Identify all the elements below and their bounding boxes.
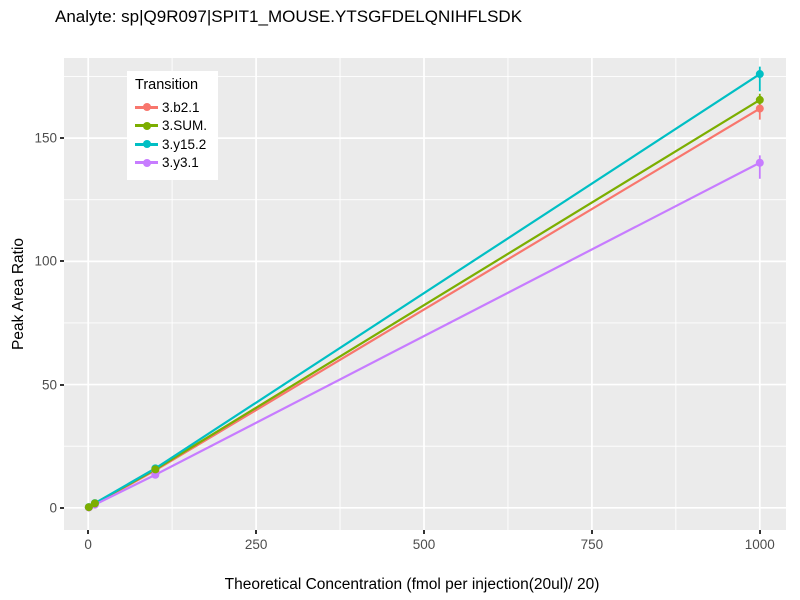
legend: Transition 3.b2.1 3.SUM. 3.y15.2 3.y3.1: [127, 71, 219, 180]
legend-item-3.SUM.: 3.SUM.: [135, 117, 207, 136]
legend-item-3.y3.1: 3.y3.1: [135, 154, 207, 173]
legend-key-icon: [135, 156, 158, 170]
legend-item-3.b2.1: 3.b2.1: [135, 98, 207, 117]
legend-title: Transition: [135, 77, 199, 93]
x-tick-label: 750: [580, 537, 604, 552]
legend-item-label: 3.y3.1: [162, 155, 199, 171]
x-tick-mark: [590, 530, 593, 534]
data-point-3.SUM.: [755, 95, 764, 104]
legend-key-dot: [142, 140, 151, 149]
y-tick-mark: [60, 137, 64, 140]
x-tick-mark: [255, 530, 258, 534]
x-tick-mark: [758, 530, 761, 534]
y-tick-mark: [60, 383, 64, 386]
y-tick-label: 150: [34, 130, 57, 146]
data-point-3.SUM.: [151, 465, 160, 474]
legend-key-icon: [135, 119, 158, 133]
data-point-3.y3.1: [755, 158, 764, 167]
chart-title: Analyte: sp|Q9R097|SPIT1_MOUSE.YTSGFDELQ…: [55, 7, 523, 26]
y-tick-label: 100: [34, 253, 57, 269]
x-tick-label: 500: [412, 537, 436, 552]
y-tick-mark: [60, 506, 64, 509]
legend-item-label: 3.SUM.: [162, 118, 208, 134]
data-point-3.y15.2: [755, 70, 764, 79]
legend-item-label: 3.y15.2: [162, 136, 207, 152]
data-point-3.SUM.: [90, 499, 99, 508]
legend-key-icon: [135, 100, 158, 114]
plot-canvas: [64, 58, 786, 530]
legend-items: 3.b2.1 3.SUM. 3.y15.2 3.y3.1: [135, 98, 207, 172]
x-tick-mark: [87, 530, 90, 534]
data-point-3.b2.1: [755, 104, 764, 113]
x-tick-label: 0: [84, 537, 92, 552]
legend-key-dot: [142, 103, 151, 112]
y-tick-label: 0: [49, 500, 57, 516]
x-axis-title: Theoretical Concentration (fmol per inje…: [224, 576, 600, 593]
legend-key-dot: [142, 121, 151, 130]
legend-item-3.y15.2: 3.y15.2: [135, 135, 207, 154]
legend-item-label: 3.b2.1: [162, 99, 200, 115]
legend-key-icon: [135, 137, 158, 151]
data-point-3.SUM.: [84, 503, 93, 512]
legend-key-dot: [142, 158, 151, 167]
x-tick-mark: [422, 530, 425, 534]
y-tick-label: 50: [41, 377, 57, 393]
x-tick-label: 1000: [744, 537, 775, 552]
y-tick-mark: [60, 260, 64, 263]
x-tick-label: 250: [244, 537, 268, 552]
